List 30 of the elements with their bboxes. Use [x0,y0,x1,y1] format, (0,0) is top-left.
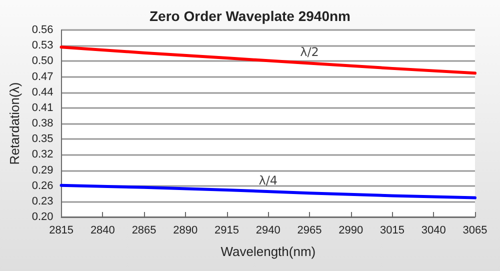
x-tick-label: 2940 [256,224,280,236]
x-tick-label: 2815 [49,224,74,236]
y-tick-label: 0.20 [32,211,54,223]
y-tick-label: 0.23 [32,195,54,208]
y-tick-label: 0.56 [32,24,54,36]
x-tick-label: 2965 [297,224,322,236]
y-tick-label: 0.38 [32,118,54,130]
x-tick-label: 2840 [90,224,115,236]
y-tick-label: 0.53 [32,40,54,52]
x-tick-label: 3065 [462,224,488,236]
y-tick-label: 0.29 [32,164,54,176]
x-axis-title: Wavelength(nm) [220,244,316,259]
y-tick-label: 0.47 [32,70,54,83]
x-tick-label: 2865 [132,224,156,236]
line-series [60,46,476,75]
x-tick-label: 2915 [214,224,240,236]
x-tick-label: 2990 [338,224,364,236]
y-tick-label: 0.50 [32,55,54,68]
annotation: λ/2 [300,45,319,60]
x-tick-label: 3015 [380,224,405,236]
y-tick-label: 0.41 [32,102,54,114]
y-tick-label: 0.35 [32,133,54,146]
chart-title: Zero Order Waveplate 2940nm [149,8,351,24]
x-tick-label: 2890 [173,224,198,236]
x-tick-label: 3040 [421,224,446,236]
y-tick-label: 0.44 [32,86,54,98]
y-tick-label: 0.26 [32,180,54,192]
y-tick-label: 0.32 [32,148,54,161]
y-axis-title: Retardation(λ) [7,82,22,165]
annotation: λ/4 [258,174,278,188]
